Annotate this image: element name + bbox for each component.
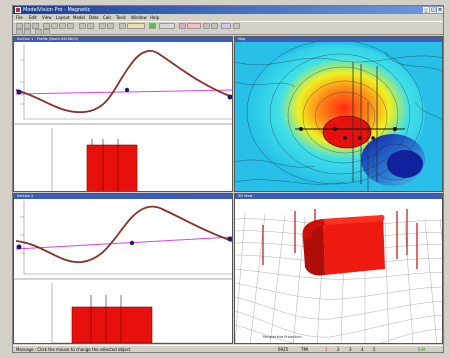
view3d-label: Perspective Projection bbox=[263, 335, 302, 339]
maximize-button[interactable]: □ bbox=[430, 7, 436, 13]
status-message: Message : Click the mouse to change the … bbox=[16, 347, 131, 352]
paste-button[interactable] bbox=[67, 23, 74, 29]
refresh-button[interactable] bbox=[35, 29, 42, 35]
menu-edit[interactable]: Edit bbox=[29, 15, 37, 20]
control-point[interactable] bbox=[124, 87, 130, 93]
map-pane[interactable]: Map bbox=[234, 36, 443, 192]
station-marker[interactable] bbox=[343, 136, 347, 140]
model-body-section[interactable] bbox=[71, 306, 153, 343]
control-point[interactable] bbox=[227, 94, 233, 100]
profile-view-bottom[interactable] bbox=[14, 199, 233, 344]
status-coords: 6925 bbox=[278, 347, 289, 352]
observed-curve bbox=[15, 50, 232, 113]
menu-file[interactable]: File bbox=[16, 15, 23, 20]
regional-curve bbox=[15, 89, 232, 95]
redo-button[interactable] bbox=[24, 29, 31, 35]
pane-header[interactable]: Map bbox=[235, 37, 442, 42]
app-icon bbox=[15, 7, 21, 13]
menu-data[interactable]: Data bbox=[89, 15, 99, 20]
station-marker[interactable] bbox=[393, 127, 397, 131]
pane-title: 3D View bbox=[238, 194, 253, 198]
control-point[interactable] bbox=[227, 236, 233, 242]
calculate-button[interactable] bbox=[127, 23, 145, 29]
application-window: ModelVision Pro - Magnetic _ □ × File Ed… bbox=[12, 5, 444, 353]
view3d-button[interactable] bbox=[221, 23, 231, 29]
pane-title: Section 1 - Profile (North 6420800) bbox=[17, 37, 79, 41]
status-field: 1 bbox=[325, 347, 328, 352]
status-bar: Message : Click the mouse to change the … bbox=[13, 345, 443, 353]
zoom-out-button[interactable] bbox=[87, 23, 94, 29]
properties-button[interactable] bbox=[43, 29, 50, 35]
status-field: 2 bbox=[337, 347, 340, 352]
print-button[interactable] bbox=[43, 23, 50, 29]
status-mode: Edit bbox=[418, 347, 426, 352]
control-point[interactable] bbox=[16, 89, 22, 95]
station-marker[interactable] bbox=[358, 136, 362, 140]
undo-button[interactable] bbox=[16, 29, 23, 35]
menu-calc[interactable]: Calc bbox=[103, 15, 112, 20]
pane-header[interactable]: 3D View bbox=[235, 194, 442, 199]
layer-selector[interactable] bbox=[159, 23, 175, 29]
menu-window[interactable]: Window bbox=[131, 15, 147, 20]
status-field-tmi: TMI bbox=[301, 347, 309, 352]
run-button[interactable] bbox=[149, 23, 156, 29]
menu-bar: File Edit View Layout Model Data Calc To… bbox=[13, 14, 443, 21]
select-tool-button[interactable] bbox=[99, 23, 106, 29]
pane-header[interactable]: Section 2 bbox=[14, 194, 232, 199]
regional-curve bbox=[15, 236, 232, 250]
calculated-curve bbox=[15, 206, 232, 263]
menu-help[interactable]: Help bbox=[150, 15, 160, 20]
model-body-3d[interactable] bbox=[302, 215, 385, 276]
save-button[interactable] bbox=[32, 23, 39, 29]
model-body-plan[interactable] bbox=[322, 115, 372, 149]
profile-view-top[interactable] bbox=[14, 42, 233, 192]
new-file-button[interactable] bbox=[16, 23, 23, 29]
observed-curve bbox=[15, 205, 232, 263]
status-field: 3 bbox=[349, 347, 352, 352]
pan-tool-button[interactable] bbox=[107, 23, 114, 29]
copy-button[interactable] bbox=[59, 23, 66, 29]
cut-button[interactable] bbox=[51, 23, 58, 29]
contour-map[interactable] bbox=[235, 42, 443, 192]
status-field: 4 bbox=[361, 347, 364, 352]
menu-layout[interactable]: Layout bbox=[56, 15, 70, 20]
calculated-curve bbox=[15, 50, 232, 113]
section-button[interactable] bbox=[203, 23, 210, 29]
station-marker[interactable] bbox=[299, 127, 303, 131]
inversion-button[interactable] bbox=[187, 23, 201, 29]
status-field: 5 bbox=[373, 347, 376, 352]
view3d-pane[interactable]: 3D View bbox=[234, 193, 443, 344]
profile-pane-bottom[interactable]: Section 2 bbox=[13, 193, 233, 344]
pane-header[interactable]: Section 1 - Profile (North 6420800) bbox=[14, 37, 232, 42]
window-title: ModelVision Pro - Magnetic bbox=[23, 7, 91, 13]
body-tool-button[interactable] bbox=[119, 23, 126, 29]
pane-title: Section 2 bbox=[17, 194, 34, 198]
color-tool-button[interactable] bbox=[179, 23, 186, 29]
close-button[interactable]: × bbox=[437, 7, 443, 13]
title-bar[interactable]: ModelVision Pro - Magnetic _ □ × bbox=[13, 6, 443, 14]
menu-tools[interactable]: Tools bbox=[116, 15, 126, 20]
open-file-button[interactable] bbox=[24, 23, 31, 29]
minimize-button[interactable]: _ bbox=[423, 7, 429, 13]
control-point[interactable] bbox=[129, 240, 135, 246]
toolbar bbox=[13, 21, 443, 35]
menu-model[interactable]: Model bbox=[73, 15, 86, 20]
pane-title: Map bbox=[238, 37, 246, 41]
model-body-section[interactable] bbox=[86, 144, 138, 192]
station-marker[interactable] bbox=[333, 127, 337, 131]
station-marker[interactable] bbox=[371, 136, 375, 140]
profile-pane-top[interactable]: Section 1 - Profile (North 6420800) bbox=[13, 36, 233, 192]
zoom-in-button[interactable] bbox=[79, 23, 86, 29]
view3d-canvas[interactable]: Perspective Projection bbox=[235, 199, 443, 344]
help-button[interactable] bbox=[233, 23, 240, 29]
control-point[interactable] bbox=[16, 244, 22, 250]
menu-view[interactable]: View bbox=[42, 15, 52, 20]
map-button[interactable] bbox=[211, 23, 218, 29]
